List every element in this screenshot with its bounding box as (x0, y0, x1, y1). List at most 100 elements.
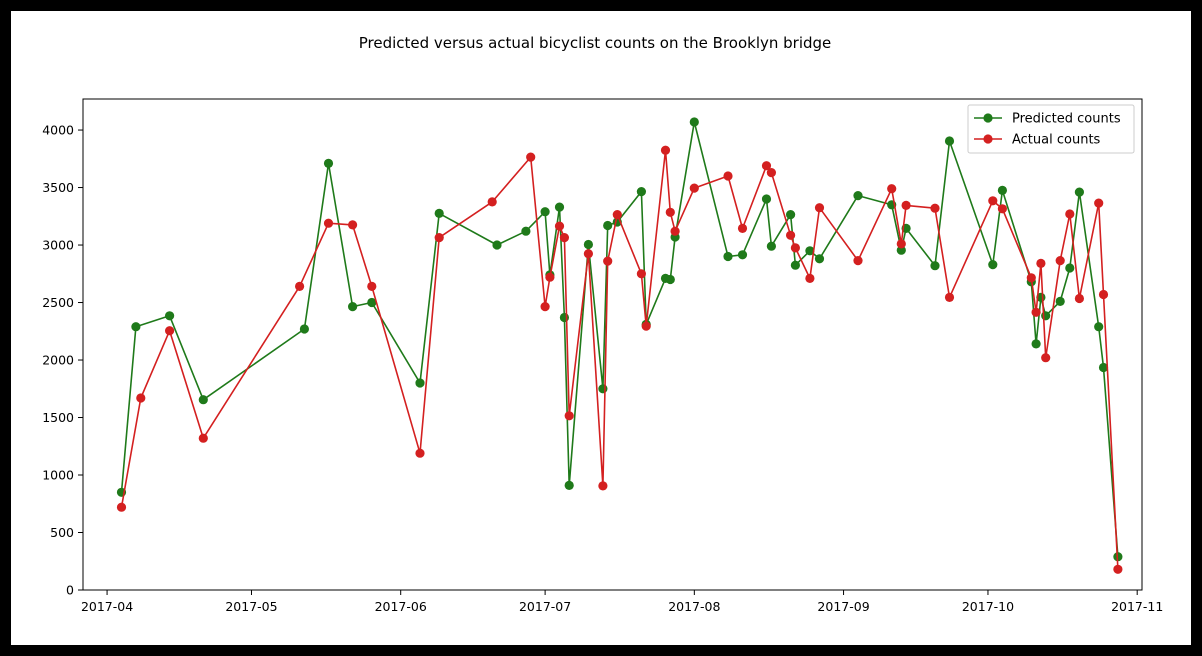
y-tick-label: 1000 (42, 468, 74, 483)
y-tick-label: 1500 (42, 410, 74, 425)
y-tick-label: 2500 (42, 295, 74, 310)
data-point (434, 208, 444, 218)
x-tick-label: 2017-07 (519, 599, 571, 614)
data-point (665, 274, 675, 285)
data-point (415, 448, 425, 458)
data-point (348, 302, 358, 312)
data-point (116, 502, 127, 512)
data-point (1065, 263, 1075, 273)
x-tick-label: 2017-08 (668, 599, 720, 614)
data-point (636, 269, 647, 279)
data-point (564, 411, 574, 421)
data-point (997, 204, 1008, 214)
data-point (896, 239, 906, 249)
data-point (415, 378, 425, 388)
data-point (198, 433, 208, 443)
data-point (689, 117, 699, 127)
data-point (805, 273, 815, 283)
data-point (737, 250, 748, 260)
data-point (997, 185, 1008, 195)
data-point (1074, 187, 1084, 197)
data-point (559, 233, 570, 243)
data-point (641, 321, 651, 331)
data-point (944, 292, 955, 302)
data-point (198, 395, 208, 405)
y-tick-label: 4000 (42, 123, 74, 138)
data-point (434, 233, 444, 243)
data-point (737, 223, 748, 233)
data-point (1074, 293, 1084, 304)
data-point (766, 168, 777, 178)
x-tick-label: 2017-09 (817, 599, 869, 614)
data-point (901, 200, 911, 210)
x-axis: 2017-04 2017-05 2017-06 2017-07 2017-08 2017-… (81, 590, 1163, 614)
data-point (583, 249, 594, 259)
data-point (299, 324, 309, 334)
data-point (805, 246, 815, 256)
data-point (348, 220, 358, 230)
data-point (1036, 258, 1046, 268)
data-point (723, 251, 733, 262)
data-point (1065, 209, 1075, 219)
data-point (636, 187, 647, 197)
y-tick-label: 0 (66, 583, 74, 598)
legend-label: Actual counts (1012, 133, 1101, 148)
data-point (786, 210, 796, 220)
data-point (723, 171, 733, 181)
legend-marker (983, 134, 993, 144)
data-point (598, 384, 608, 394)
data-point (766, 241, 777, 251)
data-point (487, 197, 497, 207)
data-point (554, 202, 565, 212)
data-point (564, 480, 574, 490)
data-point (790, 260, 801, 270)
data-point (988, 196, 998, 206)
data-point (1041, 311, 1051, 321)
data-point (853, 191, 863, 201)
chart-title: Predicted versus actual bicyclist counts… (359, 34, 832, 52)
data-point (930, 261, 940, 271)
data-point (131, 322, 141, 332)
legend-box (967, 104, 1135, 154)
x-tick-label: 2017-10 (962, 599, 1014, 614)
legend: Predicted counts Actual counts (967, 104, 1135, 154)
x-tick-label: 2017-04 (81, 599, 133, 614)
data-point (1041, 353, 1051, 363)
data-point (660, 145, 671, 155)
data-point (545, 272, 555, 282)
legend-label: Predicted counts (1012, 112, 1121, 127)
data-point (540, 207, 550, 217)
data-point (670, 226, 680, 236)
data-point (988, 260, 998, 270)
data-point (603, 220, 613, 231)
series-0 (116, 117, 1123, 562)
data-point (786, 230, 796, 240)
data-point (165, 311, 175, 321)
series-layer (116, 117, 1123, 574)
data-point (521, 226, 531, 236)
data-point (944, 136, 955, 146)
data-point (887, 184, 897, 194)
x-tick-label: 2017-11 (1111, 599, 1163, 614)
data-point (1026, 273, 1036, 283)
data-point (526, 152, 536, 162)
data-point (814, 203, 825, 213)
data-point (1055, 296, 1065, 306)
data-point (896, 245, 906, 255)
data-point (367, 297, 377, 308)
legend-marker (983, 113, 993, 123)
data-point (540, 302, 550, 312)
data-point (1113, 564, 1123, 574)
data-point (665, 207, 675, 217)
series-line (120, 121, 1119, 557)
data-point (1098, 362, 1109, 373)
data-point (853, 256, 863, 266)
plot-area (82, 98, 1143, 591)
data-point (612, 210, 622, 220)
data-point (583, 239, 594, 250)
series-1 (116, 145, 1123, 574)
data-point (1055, 256, 1065, 266)
data-point (367, 281, 377, 291)
y-tick-label: 500 (50, 525, 74, 540)
